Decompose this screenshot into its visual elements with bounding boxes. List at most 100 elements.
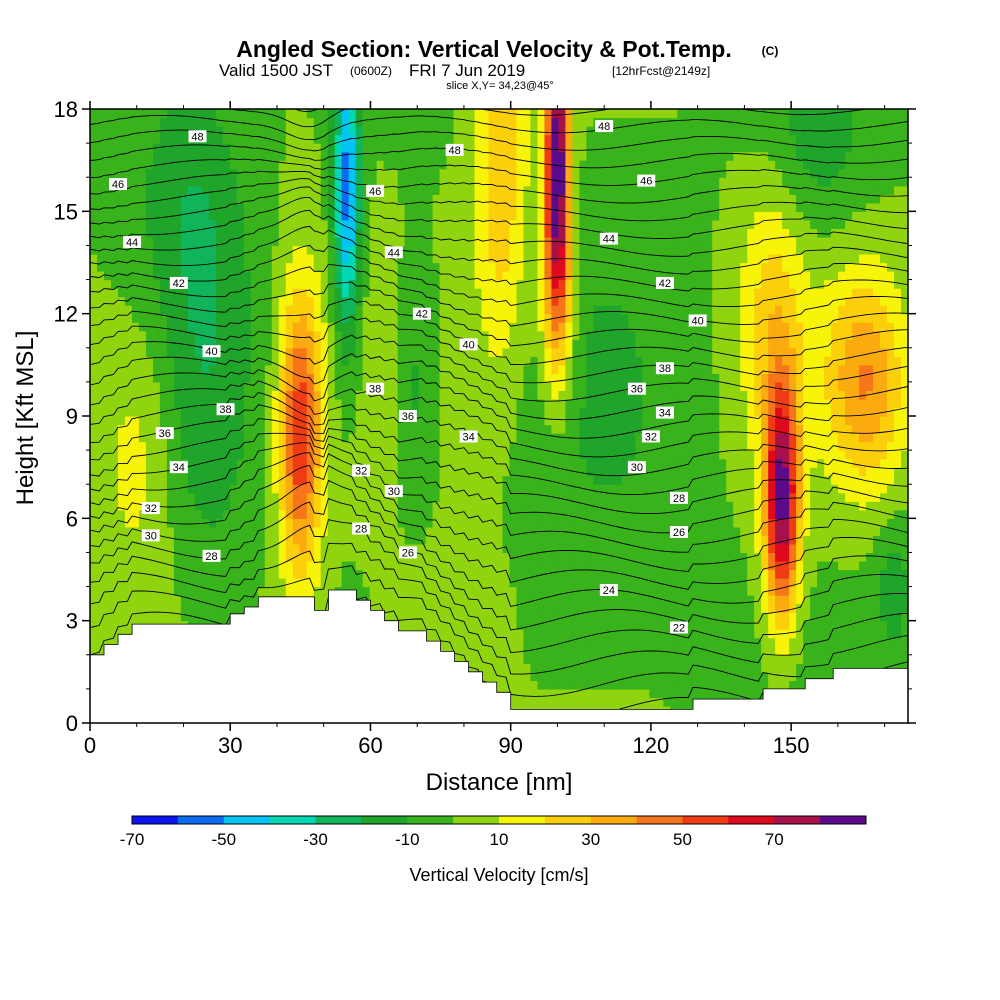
velocity-cell	[530, 663, 539, 673]
velocity-cell	[551, 458, 560, 468]
velocity-cell	[103, 202, 112, 212]
velocity-cell	[530, 194, 539, 204]
velocity-cell	[558, 117, 567, 127]
velocity-cell	[208, 578, 217, 588]
velocity-cell	[131, 467, 140, 477]
velocity-cell	[558, 364, 567, 374]
velocity-cell	[299, 356, 308, 366]
velocity-cell	[572, 697, 580, 707]
velocity-cell	[341, 347, 350, 357]
velocity-cell	[215, 569, 224, 579]
velocity-cell	[292, 330, 301, 340]
velocity-cell	[348, 151, 357, 161]
velocity-cell	[208, 296, 217, 306]
velocity-cell	[495, 168, 504, 178]
velocity-cell	[96, 347, 105, 357]
velocity-cell	[544, 398, 553, 409]
velocity-cell	[397, 347, 406, 357]
velocity-cell	[90, 492, 98, 502]
velocity-cell	[481, 390, 490, 400]
velocity-cell	[173, 381, 182, 392]
velocity-cell	[488, 612, 497, 622]
velocity-cell	[383, 211, 392, 221]
velocity-cell	[446, 646, 455, 656]
velocity-cell	[208, 373, 217, 383]
velocity-cell	[572, 646, 580, 656]
velocity-cell	[208, 305, 217, 315]
velocity-cell	[467, 160, 476, 170]
velocity-cell	[96, 612, 105, 622]
velocity-cell	[124, 279, 133, 289]
velocity-cell	[390, 313, 399, 323]
velocity-cell	[96, 143, 105, 153]
velocity-cell	[306, 288, 315, 298]
velocity-cell	[215, 305, 224, 315]
velocity-cell	[558, 143, 567, 153]
velocity-cell	[530, 433, 539, 443]
velocity-cell	[376, 245, 385, 255]
velocity-cell	[187, 390, 196, 400]
velocity-cell	[355, 168, 364, 178]
velocity-cell	[145, 117, 154, 127]
velocity-cell	[495, 356, 504, 366]
velocity-cell	[236, 381, 245, 392]
velocity-cell	[138, 211, 147, 221]
velocity-cell	[180, 305, 189, 315]
velocity-cell	[446, 109, 455, 119]
velocity-cell	[327, 364, 336, 374]
velocity-cell	[138, 356, 147, 366]
velocity-cell	[180, 450, 189, 460]
velocity-cell	[488, 586, 497, 596]
velocity-cell	[257, 535, 266, 545]
velocity-cell	[376, 160, 385, 170]
velocity-cell	[117, 339, 126, 349]
velocity-cell	[292, 475, 301, 485]
velocity-cell	[250, 322, 259, 332]
velocity-cell	[341, 509, 350, 519]
velocity-cell	[131, 526, 140, 536]
velocity-cell	[264, 560, 273, 571]
velocity-cell	[187, 177, 196, 187]
velocity-cell	[117, 168, 126, 178]
velocity-cell	[572, 629, 580, 639]
velocity-cell	[530, 441, 539, 451]
velocity-cell	[418, 586, 427, 596]
velocity-cell	[544, 211, 553, 221]
velocity-cell	[425, 552, 434, 562]
velocity-cell	[334, 288, 343, 298]
velocity-cell	[152, 407, 161, 417]
velocity-cell	[90, 373, 98, 383]
velocity-cell	[404, 305, 413, 315]
velocity-cell	[327, 518, 336, 528]
velocity-cell	[90, 160, 98, 170]
velocity-cell	[201, 407, 210, 417]
velocity-cell	[285, 518, 294, 528]
velocity-cell	[453, 381, 462, 392]
velocity-cell	[348, 271, 357, 281]
velocity-cell	[138, 143, 147, 153]
velocity-cell	[264, 458, 273, 468]
velocity-cell	[383, 126, 392, 136]
velocity-cell	[383, 424, 392, 434]
velocity-cell	[502, 484, 511, 494]
velocity-cell	[411, 467, 420, 477]
velocity-cell	[138, 126, 147, 136]
velocity-cell	[474, 552, 483, 562]
velocity-cell	[194, 526, 203, 536]
velocity-cell	[376, 339, 385, 349]
velocity-cell	[145, 126, 154, 136]
velocity-cell	[558, 219, 567, 229]
velocity-cell	[355, 433, 364, 443]
velocity-cell	[320, 347, 329, 357]
velocity-cell	[187, 219, 196, 229]
velocity-cell	[544, 390, 553, 400]
velocity-cell	[306, 518, 315, 528]
velocity-cell	[124, 612, 133, 622]
velocity-cell	[110, 475, 119, 485]
velocity-cell	[187, 322, 196, 332]
velocity-cell	[306, 467, 315, 477]
velocity-cell	[110, 526, 119, 536]
velocity-cell	[250, 168, 259, 178]
velocity-cell	[460, 612, 469, 622]
velocity-cell	[285, 202, 294, 212]
